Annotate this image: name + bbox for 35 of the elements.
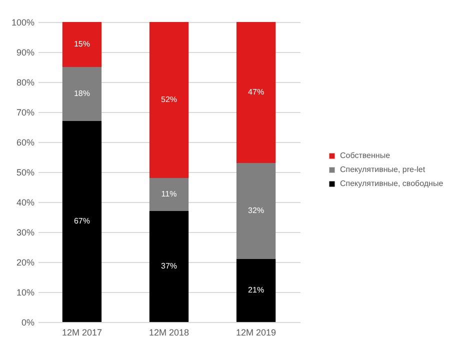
y-tick-label: 90% [16, 48, 34, 58]
data-label: 18% [74, 89, 90, 98]
x-tick-label: 12M 2019 [236, 328, 276, 338]
y-tick-label: 40% [16, 198, 34, 208]
y-tick-label: 70% [16, 108, 34, 118]
bar [62, 121, 102, 322]
y-tick-label: 50% [16, 168, 34, 178]
legend-label: Спекулятивные, свободные [340, 179, 444, 188]
data-label: 52% [160, 95, 178, 104]
y-tick-label: 30% [16, 228, 34, 238]
bar [236, 163, 276, 259]
y-tick-label: 20% [16, 258, 34, 268]
legend-label: Собственные [340, 151, 391, 160]
bar [62, 67, 102, 121]
bar [62, 22, 102, 67]
bar [236, 22, 276, 163]
data-label: 15% [74, 40, 90, 48]
x-tick-label: 12M 2017 [62, 328, 102, 338]
data-label: 32% [248, 206, 264, 215]
bar [236, 259, 276, 322]
legend-label: Спекулятивные, pre-let [340, 165, 426, 174]
y-tick-label: 10% [16, 288, 34, 298]
y-tick-label: 0% [21, 318, 34, 328]
bar [149, 211, 189, 322]
y-tick-label: 80% [16, 78, 34, 88]
y-tick-label: 100% [11, 18, 34, 28]
x-tick-label: 12M 2018 [148, 328, 190, 338]
y-tick-label: 60% [16, 138, 34, 148]
data-label: 11% [161, 190, 177, 198]
data-label: 37% [160, 262, 178, 270]
data-label: 21% [248, 286, 264, 294]
data-label: 67% [74, 216, 90, 226]
data-label: 47% [248, 88, 264, 96]
bar [149, 178, 189, 211]
bar [149, 22, 189, 178]
